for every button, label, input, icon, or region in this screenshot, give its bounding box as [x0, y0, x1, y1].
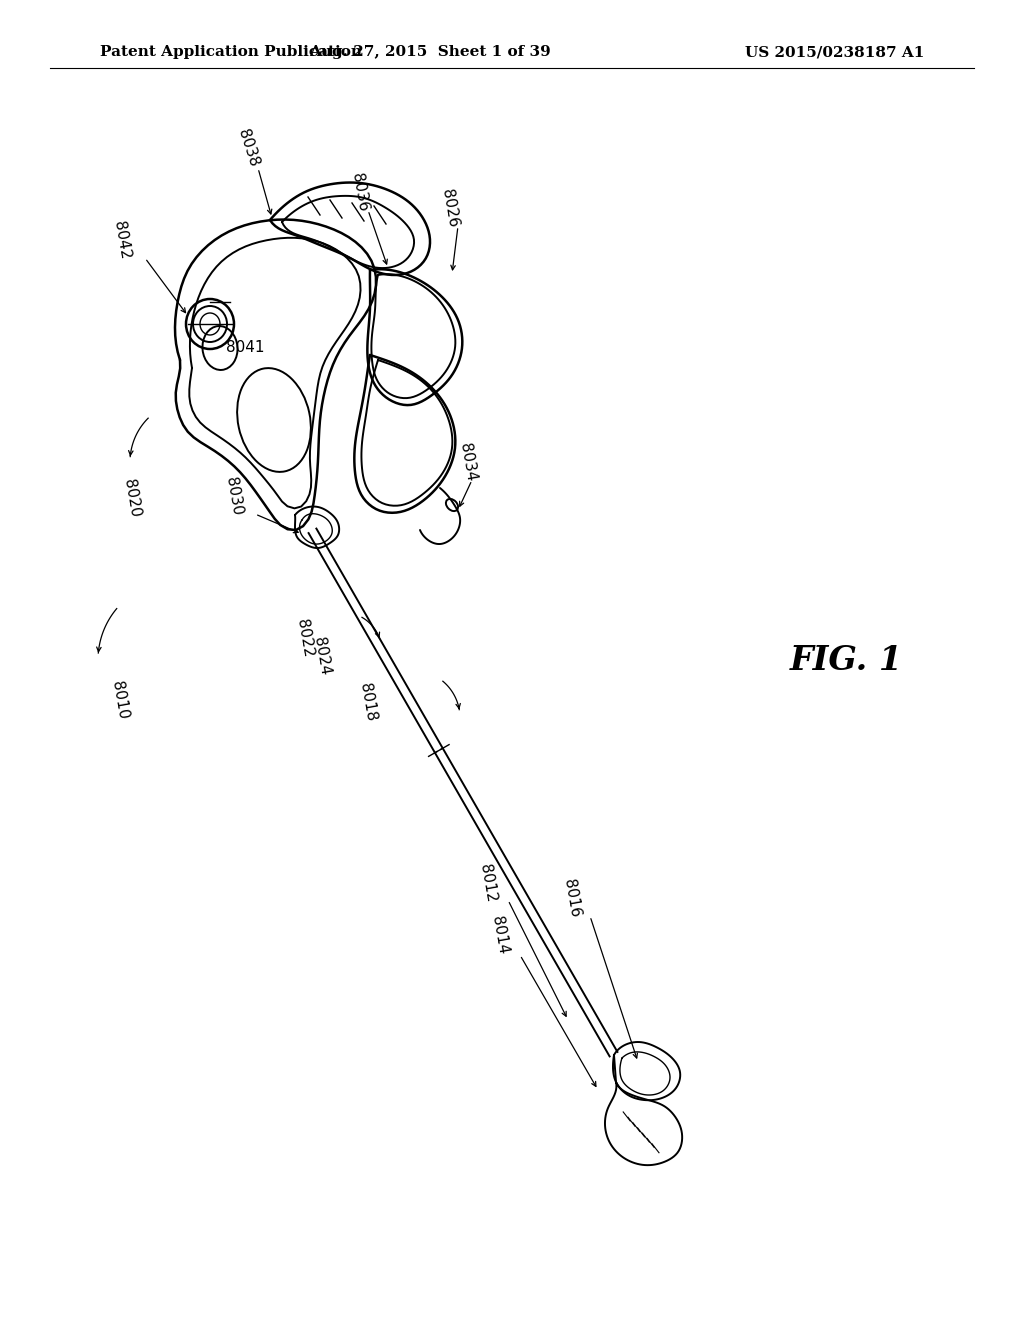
Text: Aug. 27, 2015  Sheet 1 of 39: Aug. 27, 2015 Sheet 1 of 39 [309, 45, 551, 59]
Text: 8012: 8012 [477, 863, 499, 903]
Text: 8041: 8041 [225, 341, 264, 355]
Text: FIG. 1: FIG. 1 [790, 644, 903, 676]
Text: 8024: 8024 [311, 636, 333, 676]
Text: 8018: 8018 [357, 681, 379, 722]
Text: 8042: 8042 [112, 219, 133, 260]
Text: 8022: 8022 [294, 618, 315, 659]
Text: 8030: 8030 [223, 475, 245, 516]
Text: 8016: 8016 [561, 878, 583, 919]
Text: 8010: 8010 [110, 680, 131, 721]
Text: Patent Application Publication: Patent Application Publication [100, 45, 362, 59]
Text: 8014: 8014 [489, 915, 511, 956]
Text: 8036: 8036 [349, 172, 371, 213]
Text: 8034: 8034 [458, 442, 479, 482]
Text: 8020: 8020 [121, 478, 142, 519]
Text: 8038: 8038 [234, 127, 261, 169]
Text: 8026: 8026 [439, 187, 461, 228]
Text: US 2015/0238187 A1: US 2015/0238187 A1 [744, 45, 924, 59]
